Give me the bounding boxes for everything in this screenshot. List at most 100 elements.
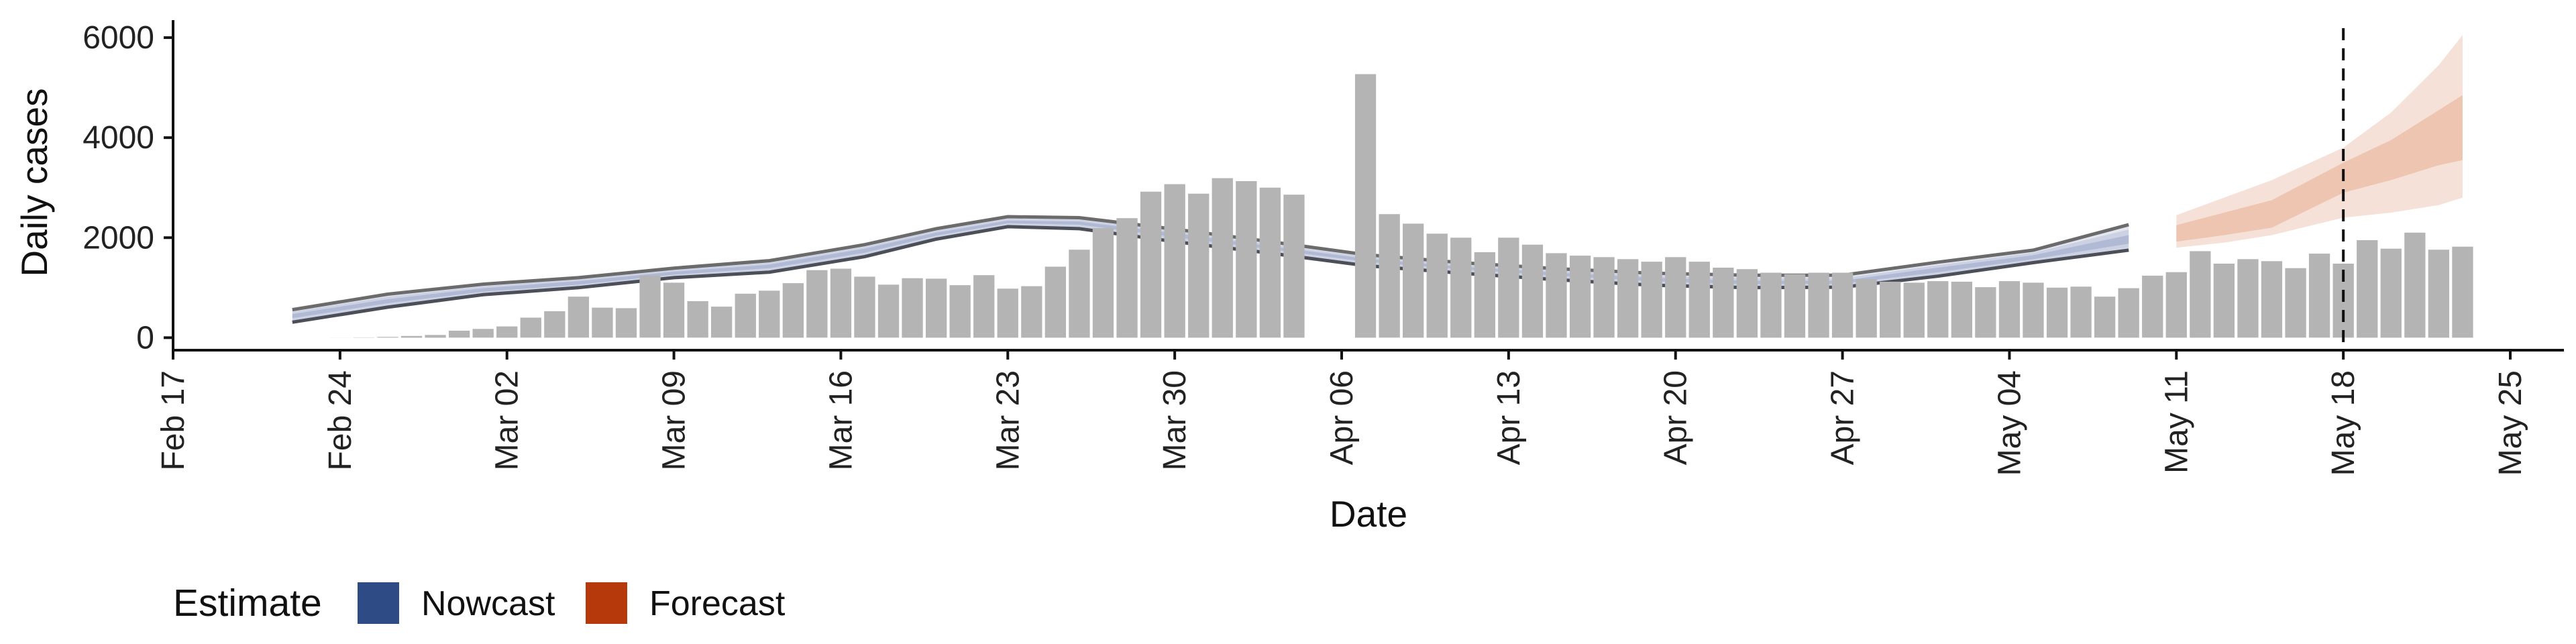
bar	[449, 330, 470, 338]
bar	[615, 308, 637, 338]
bar	[544, 311, 566, 338]
bar	[2118, 288, 2139, 338]
bar	[806, 270, 828, 338]
forecast-ribbon	[2176, 35, 2463, 248]
x-tick-label: Mar 23	[990, 370, 1026, 470]
x-tick-label: Mar 16	[823, 370, 859, 470]
bar	[877, 284, 900, 338]
legend: Estimate Nowcast Forecast	[173, 582, 786, 625]
bar	[520, 317, 541, 338]
y-tick-label: 4000	[83, 120, 154, 156]
bar	[472, 329, 494, 338]
x-tick-label: Mar 02	[490, 370, 525, 470]
bar	[1665, 257, 1686, 338]
y-tick-label: 0	[136, 320, 154, 356]
bar	[1021, 286, 1042, 338]
x-tick-label: Apr 27	[1825, 370, 1861, 465]
bar	[663, 282, 685, 338]
bar	[997, 288, 1018, 338]
bar	[854, 276, 875, 338]
bar	[735, 293, 756, 338]
bar	[1641, 262, 1662, 338]
bar	[1546, 253, 1567, 338]
y-tick-label: 6000	[83, 20, 154, 56]
bar	[1927, 281, 1949, 338]
bar	[2237, 259, 2259, 338]
reported-cases-bars	[329, 74, 2473, 338]
bar	[759, 290, 780, 338]
bar	[2428, 250, 2449, 338]
bar	[1140, 191, 1162, 338]
y-axis-ticks: 0 2000 4000 6000	[83, 20, 173, 356]
bar	[1354, 74, 1377, 338]
x-tick-label: Apr 20	[1658, 370, 1694, 465]
bar	[1593, 257, 1615, 338]
bar	[2165, 272, 2187, 338]
bar	[2452, 246, 2473, 338]
nowcast-inner-band	[292, 220, 2129, 319]
bar	[1450, 237, 1472, 338]
bar	[1521, 244, 1544, 338]
bar	[568, 297, 589, 338]
x-tick-label: May 18	[2326, 370, 2361, 476]
bar	[1880, 281, 1901, 338]
envelope-upper-line	[292, 215, 2129, 312]
x-tick-label: Apr 06	[1324, 370, 1360, 465]
x-tick-label: May 04	[1992, 370, 2027, 476]
bar	[2070, 286, 2092, 338]
bar	[687, 301, 708, 338]
x-tick-label: Feb 17	[156, 370, 191, 470]
y-tick-label: 2000	[83, 220, 154, 256]
legend-label-forecast: Forecast	[649, 584, 786, 623]
bar	[2357, 240, 2378, 338]
bar	[2213, 264, 2235, 338]
bar	[1069, 250, 1090, 338]
bar	[949, 285, 971, 338]
bar	[2380, 248, 2402, 338]
bar	[1188, 193, 1210, 338]
bar	[1164, 184, 1185, 338]
x-tick-label: May 11	[2159, 370, 2194, 474]
bar	[1975, 287, 1996, 338]
bar	[2190, 251, 2211, 338]
legend-swatch-forecast	[586, 582, 627, 624]
bar	[1283, 195, 1305, 338]
bar	[1379, 214, 1400, 338]
bar	[496, 326, 518, 338]
bar	[711, 307, 733, 338]
bar	[830, 268, 852, 338]
bar	[1760, 272, 1782, 338]
bar	[2094, 297, 2116, 338]
nowcast-envelope	[292, 215, 2129, 324]
bar	[1569, 256, 1591, 338]
bar	[2023, 282, 2044, 338]
bar	[1044, 266, 1066, 338]
bar	[926, 278, 947, 338]
bar	[1617, 259, 1639, 338]
bar	[2046, 287, 2068, 338]
forecast-outer-band	[2176, 35, 2463, 248]
bar	[1474, 252, 1495, 338]
bar	[1403, 223, 1424, 338]
x-axis-title: Date	[1330, 493, 1407, 535]
bar	[2404, 232, 2426, 338]
bar	[639, 275, 661, 338]
bar	[1212, 178, 1233, 338]
bar	[1784, 274, 1806, 338]
legend-title: Estimate	[173, 582, 322, 625]
bar	[2142, 275, 2163, 338]
bar	[2261, 261, 2283, 338]
legend-label-nowcast: Nowcast	[421, 584, 555, 623]
bar	[902, 278, 923, 338]
x-tick-label: May 25	[2493, 370, 2528, 476]
bar	[1116, 218, 1138, 338]
forecast-inner-band	[2176, 95, 2463, 242]
x-tick-label: Mar 30	[1157, 370, 1193, 470]
x-tick-label: Mar 09	[657, 370, 692, 470]
bar	[425, 335, 446, 338]
bar	[1856, 279, 1877, 338]
bar	[1903, 282, 1925, 338]
bar	[782, 283, 804, 338]
x-tick-label: Feb 24	[323, 370, 358, 470]
